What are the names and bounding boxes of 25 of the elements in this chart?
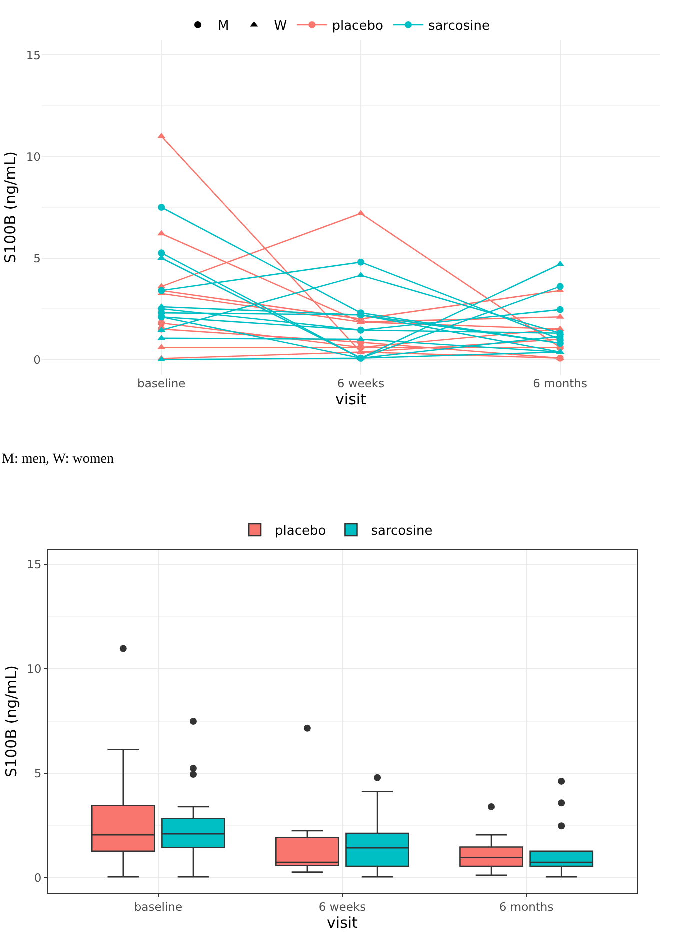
x-axis-title: visit [336,390,367,408]
legend-label: sarcosine [371,524,433,540]
legend-label: placebo [275,524,326,540]
y-axis-title: S100B (ng/mL) [2,666,20,778]
y-tick-label: 15 [27,558,42,572]
y-tick-label: 5 [34,251,41,266]
y-tick-label: 10 [27,662,42,676]
y-tick-label: 10 [26,150,41,164]
legend-label: sarcosine [428,19,490,34]
x-tick-label: 6 weeks [337,376,385,390]
x-axis-title: visit [327,914,358,932]
x-tick-label: 6 months [499,900,554,914]
x-tick-label: baseline [134,900,183,914]
y-tick-label: 5 [34,766,42,781]
legend-label: W [274,19,288,34]
y-axis-title: S100B (ng/mL) [2,152,20,264]
text: M: men, W: women [2,452,114,467]
y-tick-label: 0 [34,352,41,367]
y-tick-label: 0 [34,870,42,885]
x-tick-label: 6 weeks [318,900,366,914]
y-tick-label: 15 [26,48,41,62]
legend-label: placebo [332,19,384,34]
x-tick-label: 6 months [533,376,588,390]
legend-label: M [218,19,230,34]
x-tick-label: baseline [138,376,186,390]
